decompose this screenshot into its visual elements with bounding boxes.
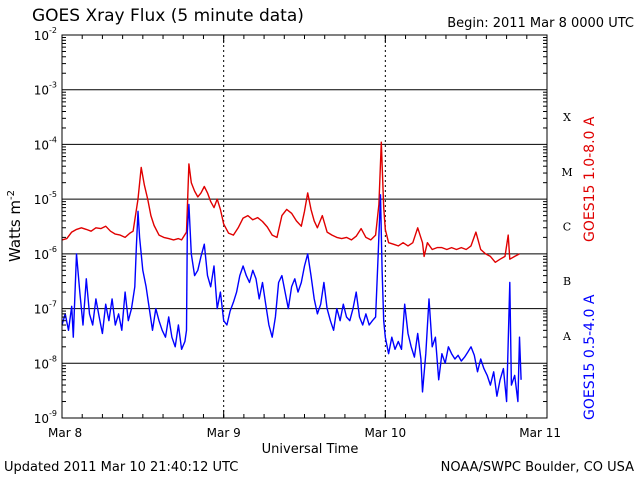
begin-time-label: Begin: 2011 Mar 8 0000 UTC bbox=[447, 16, 634, 31]
legend-series-short: GOES15 0.5-4.0 A bbox=[582, 294, 598, 420]
y-tick-base: 10 bbox=[34, 357, 49, 371]
y-tick-exponent: -3 bbox=[49, 81, 57, 90]
series-line-1 bbox=[61, 194, 522, 403]
plot-grid bbox=[61, 34, 548, 419]
y-tick-label: 10-5 bbox=[34, 190, 57, 207]
y-tick-labels: 10-910-810-710-610-510-410-310-2 bbox=[34, 26, 57, 426]
y-tick-label: 10-4 bbox=[34, 135, 57, 152]
flare-class-A: A bbox=[562, 330, 572, 343]
flare-class-M: M bbox=[561, 166, 572, 179]
chart-title: GOES Xray Flux (5 minute data) bbox=[32, 6, 304, 26]
y-tick-exponent: -4 bbox=[49, 135, 57, 144]
x-tick-label: Mar 10 bbox=[364, 426, 406, 440]
y-tick-base: 10 bbox=[34, 303, 49, 317]
y-tick-label: 10-3 bbox=[34, 81, 57, 98]
y-tick-base: 10 bbox=[34, 138, 49, 152]
y-tick-exponent: -7 bbox=[49, 300, 57, 309]
y-tick-base: 10 bbox=[34, 412, 49, 426]
y-tick-base: 10 bbox=[34, 84, 49, 98]
y-tick-label: 10-2 bbox=[34, 26, 57, 43]
y-axis-label-exponent: -2 bbox=[6, 189, 17, 200]
y-tick-base: 10 bbox=[34, 29, 49, 43]
y-tick-exponent: -9 bbox=[49, 409, 57, 418]
flare-class-B: B bbox=[563, 275, 571, 288]
series-line-0 bbox=[61, 141, 520, 263]
x-tick-labels: Mar 8 Mar 9 Mar 10 Mar 11 bbox=[48, 426, 561, 440]
x-axis-label: Universal Time bbox=[261, 442, 359, 457]
updated-timestamp: Updated 2011 Mar 10 21:40:12 UTC bbox=[4, 460, 239, 475]
x-tick-label: Mar 11 bbox=[519, 426, 561, 440]
legend-series-long: GOES15 1.0-8.0 A bbox=[582, 116, 598, 242]
y-tick-base: 10 bbox=[34, 193, 49, 207]
y-tick-exponent: -6 bbox=[49, 245, 57, 254]
flare-class-X: X bbox=[563, 111, 571, 124]
y-axis-label: Watts m-2 bbox=[6, 190, 24, 262]
y-tick-label: 10-6 bbox=[34, 245, 57, 262]
y-tick-label: 10-9 bbox=[34, 409, 57, 426]
y-tick-exponent: -2 bbox=[49, 26, 57, 35]
series-layer bbox=[61, 141, 522, 403]
flare-class-C: C bbox=[563, 221, 571, 234]
x-tick-label: Mar 8 bbox=[48, 426, 82, 440]
flare-class-labels: A B C M X bbox=[561, 111, 572, 343]
source-label: NOAA/SWPC Boulder, CO USA bbox=[440, 460, 634, 475]
axis-ticks bbox=[61, 35, 548, 418]
y-axis-label-text: Watts m bbox=[6, 199, 24, 262]
y-tick-exponent: -8 bbox=[49, 354, 57, 363]
y-tick-base: 10 bbox=[34, 248, 49, 262]
x-tick-label: Mar 9 bbox=[207, 426, 241, 440]
y-tick-label: 10-8 bbox=[34, 354, 57, 371]
plot-frame bbox=[61, 34, 548, 419]
y-tick-label: 10-7 bbox=[34, 300, 57, 317]
y-tick-exponent: -5 bbox=[49, 190, 57, 199]
